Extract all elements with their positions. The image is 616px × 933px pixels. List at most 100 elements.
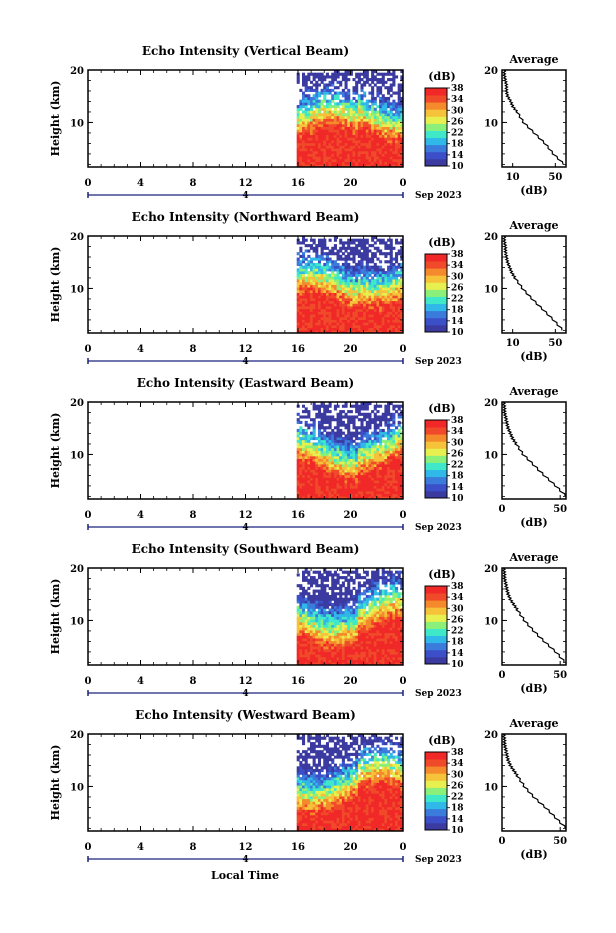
heatmap-cell <box>374 459 377 462</box>
heatmap-cell <box>331 625 334 628</box>
heatmap-cell <box>395 285 398 288</box>
heatmap-cell <box>382 652 385 655</box>
heatmap-cell <box>384 301 387 304</box>
heatmap-cell <box>345 287 348 290</box>
heatmap-cell <box>390 325 393 328</box>
x-tick-label: 20 <box>344 178 358 189</box>
heatmap-cell <box>342 282 345 285</box>
colorbar-segment <box>425 318 447 325</box>
heatmap-cell <box>302 622 305 625</box>
heatmap-cell <box>353 282 356 285</box>
heatmap-cell <box>339 467 342 470</box>
heatmap-cell <box>302 156 305 159</box>
heatmap-cell <box>321 606 324 609</box>
heatmap-cell <box>334 611 337 614</box>
heatmap-cell <box>360 119 363 122</box>
heatmap-cell <box>358 143 361 146</box>
heatmap-cell <box>395 635 398 638</box>
heatmap-cell <box>329 617 332 620</box>
heatmap-cell <box>384 646 387 649</box>
heatmap-cell <box>347 295 350 298</box>
heatmap-cell <box>360 132 363 135</box>
heatmap-cell <box>329 475 332 478</box>
heatmap-cell <box>390 145 393 148</box>
heatmap-cell <box>302 145 305 148</box>
heatmap-cell <box>358 461 361 464</box>
heatmap-cell <box>334 486 337 489</box>
heatmap-cell <box>347 488 350 491</box>
heatmap-cell <box>371 148 374 151</box>
heatmap-cell <box>395 627 398 630</box>
heatmap-cell <box>334 322 337 325</box>
heatmap-cell <box>323 317 326 320</box>
heatmap-cell <box>342 311 345 314</box>
heatmap-cell <box>368 258 371 261</box>
heatmap-cell <box>376 322 379 325</box>
heatmap-cell <box>358 622 361 625</box>
heatmap-cell <box>368 162 371 165</box>
heatmap-cell <box>342 89 345 92</box>
heatmap-cell <box>366 622 369 625</box>
heatmap-cell <box>350 100 353 103</box>
heatmap-cell <box>318 652 321 655</box>
heatmap-cell <box>350 295 353 298</box>
heatmap-cell <box>342 643 345 646</box>
heatmap-cell <box>355 311 358 314</box>
heatmap-cell <box>395 437 398 440</box>
heatmap-cell <box>353 135 356 138</box>
heatmap-cell <box>387 421 390 424</box>
heatmap-cell <box>297 421 300 424</box>
heatmap-cell <box>307 301 310 304</box>
heatmap-cell <box>387 480 390 483</box>
heatmap-cell <box>329 285 332 288</box>
heatmap-cell <box>299 154 302 157</box>
profile-x-tick-label: 50 <box>553 504 567 515</box>
heatmap-cell <box>315 151 318 154</box>
heatmap-cell <box>355 614 358 617</box>
heatmap-cell <box>342 124 345 127</box>
heatmap-cell <box>310 320 313 323</box>
heatmap-cell <box>337 105 340 108</box>
heatmap-cell <box>387 127 390 130</box>
heatmap-cell <box>347 268 350 271</box>
heatmap-cell <box>302 415 305 418</box>
colorbar-tick-label: 38 <box>451 250 464 260</box>
heatmap-cell <box>315 448 318 451</box>
heatmap-cell <box>329 325 332 328</box>
heatmap-cell <box>390 614 393 617</box>
heatmap-cell <box>321 320 324 323</box>
heatmap-cell <box>307 477 310 480</box>
heatmap-cell <box>313 486 316 489</box>
heatmap-cell <box>366 162 369 165</box>
heatmap-cell <box>390 255 393 258</box>
heatmap-cell <box>326 252 329 255</box>
heatmap-cell <box>323 440 326 443</box>
heatmap-cell <box>337 453 340 456</box>
heatmap-cell <box>374 241 377 244</box>
heatmap-cell <box>318 295 321 298</box>
heatmap-cell <box>350 116 353 119</box>
panel-title: Echo Intensity (Southward Beam) <box>132 542 360 556</box>
heatmap-cell <box>371 102 374 105</box>
heatmap-cell <box>368 274 371 277</box>
heatmap-cell <box>371 268 374 271</box>
colorbar-unit: (dB) <box>428 402 455 415</box>
heatmap-cell <box>392 75 395 78</box>
heatmap-cell <box>302 92 305 95</box>
heatmap-cell <box>358 140 361 143</box>
heatmap-cell <box>302 303 305 306</box>
heatmap-cell <box>390 159 393 162</box>
heatmap-cell <box>390 285 393 288</box>
heatmap-cell <box>395 268 398 271</box>
heatmap-cell <box>318 127 321 130</box>
heatmap-cell <box>387 453 390 456</box>
heatmap-cell <box>374 407 377 410</box>
heatmap-cell <box>310 483 313 486</box>
heatmap-cell <box>342 290 345 293</box>
heatmap-cell <box>318 145 321 148</box>
heatmap-cell <box>334 298 337 301</box>
heatmap-cell <box>307 124 310 127</box>
heatmap-cell <box>302 635 305 638</box>
heatmap-cell <box>382 290 385 293</box>
heatmap-cell <box>355 276 358 279</box>
